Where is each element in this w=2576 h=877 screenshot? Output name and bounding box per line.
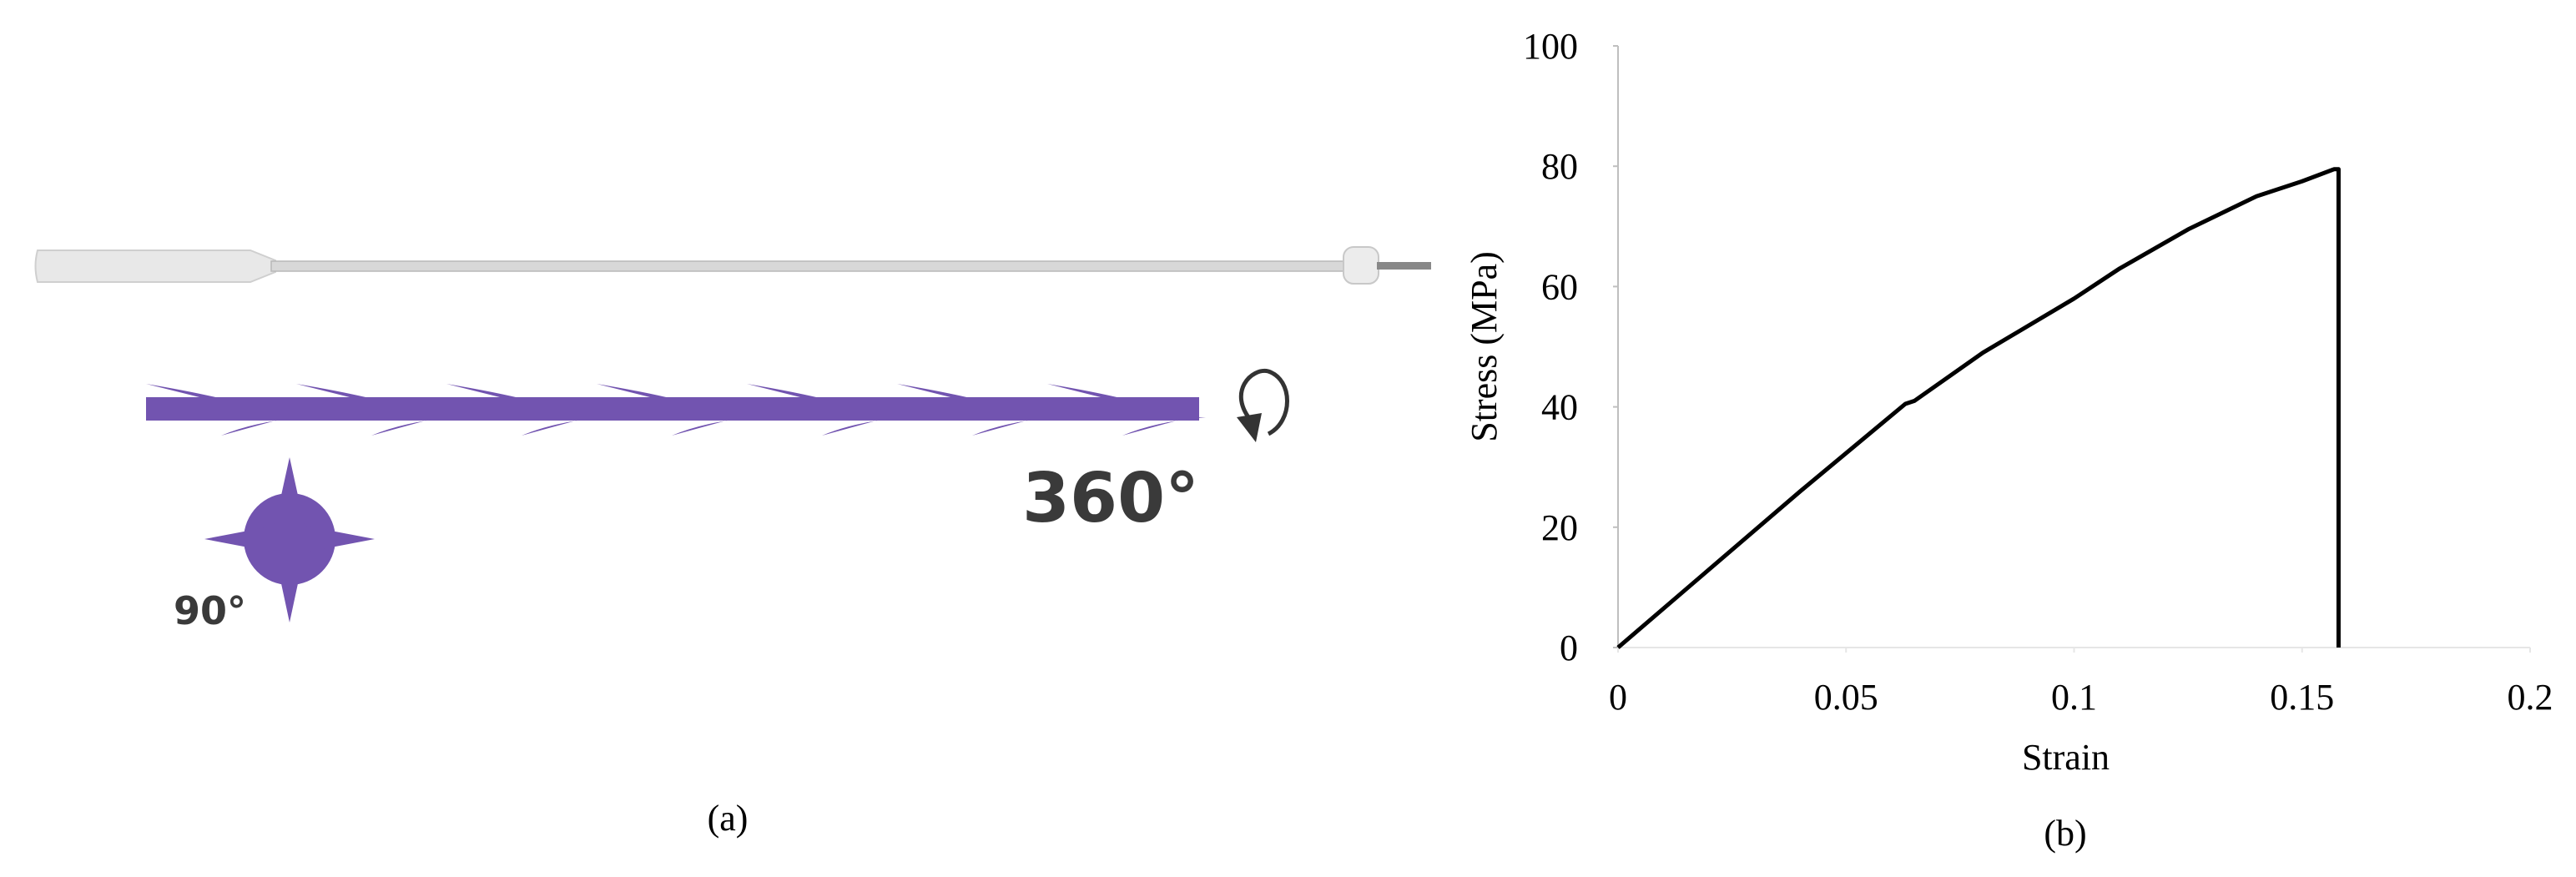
cross-section [204, 457, 375, 622]
x-tick-label: 0.15 [2270, 677, 2334, 718]
panel-caption: (b) [2044, 813, 2086, 854]
y-tick-label: 60 [1541, 266, 1578, 307]
chart: 0 20 40 60 80 100 0 0.05 0.1 0.15 0.2 Strain Stress … [1464, 26, 2553, 854]
panel-caption: (a) [708, 798, 749, 839]
angle-label: 90° [174, 588, 246, 633]
x-axis-label: Strain [2022, 737, 2110, 778]
x-tick-label: 0 [1609, 677, 1627, 718]
x-tick-label: 0.2 [2508, 677, 2553, 718]
rotation-arrow [1238, 368, 1289, 436]
barb [897, 384, 980, 401]
y-tick-label: 40 [1541, 387, 1578, 428]
x-tick-label: 0.1 [2051, 677, 2097, 718]
y-tick-label: 80 [1541, 146, 1578, 187]
rotation-arrowhead [1237, 413, 1262, 442]
barb [146, 384, 229, 401]
y-tick-label: 100 [1523, 26, 1578, 67]
y-axis-label: Stress (MPa) [1464, 251, 1505, 442]
rotation-label: 360° [1022, 459, 1199, 538]
barb [747, 384, 830, 401]
y-tick-label: 0 [1560, 628, 1578, 668]
needle [34, 246, 1431, 285]
barb [446, 384, 530, 401]
stress-strain-line [1616, 167, 2341, 649]
barb [296, 384, 380, 401]
barb [597, 384, 680, 401]
x-tick-label: 0.05 [1814, 677, 1878, 718]
barbed-thread [146, 384, 1206, 436]
y-tick-label: 20 [1541, 507, 1578, 548]
barb [1047, 384, 1131, 401]
